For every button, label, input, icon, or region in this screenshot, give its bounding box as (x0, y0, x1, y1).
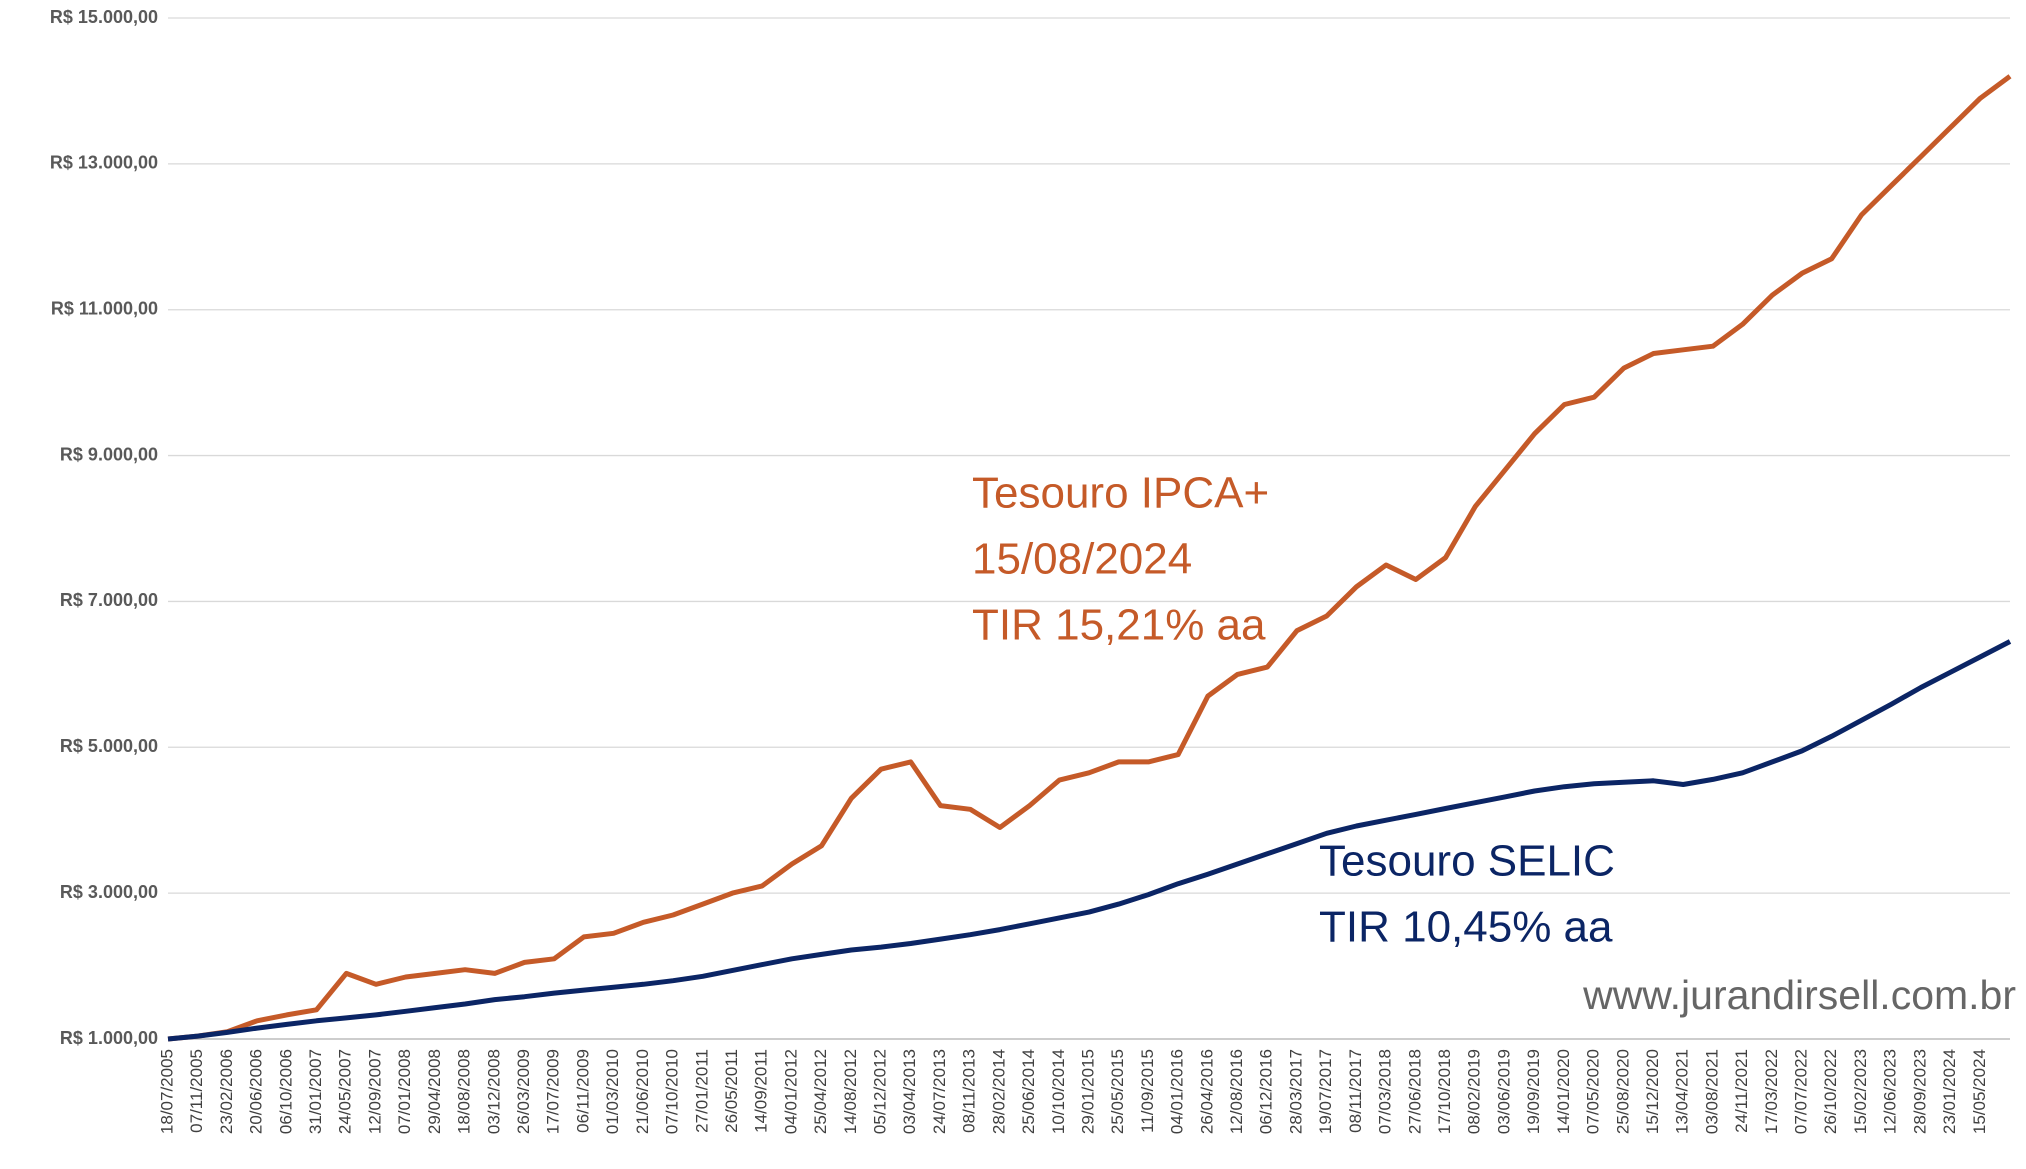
x-tick-label: 29/01/2015 (1078, 1049, 1097, 1134)
annotation: 15/08/2024 (972, 535, 1192, 584)
x-tick-label: 03/06/2019 (1494, 1049, 1513, 1134)
x-tick-label: 04/01/2016 (1168, 1049, 1187, 1134)
x-tick-label: 23/02/2006 (217, 1049, 236, 1134)
x-tick-label: 25/08/2020 (1613, 1049, 1632, 1134)
x-tick-label: 18/08/2008 (455, 1049, 474, 1134)
x-tick-label: 03/08/2021 (1702, 1049, 1721, 1134)
x-tick-label: 26/04/2016 (1197, 1049, 1216, 1134)
x-tick-label: 08/11/2013 (960, 1049, 979, 1133)
x-tick-label: 14/08/2012 (841, 1049, 860, 1134)
annotation: Tesouro SELIC (1319, 837, 1615, 886)
y-tick-label: R$ 13.000,00 (50, 153, 158, 173)
x-tick-label: 04/01/2012 (781, 1049, 800, 1134)
x-tick-label: 26/10/2022 (1821, 1049, 1840, 1134)
x-tick-label: 03/12/2008 (484, 1049, 503, 1134)
x-tick-label: 26/05/2011 (722, 1049, 741, 1133)
x-tick-label: 17/07/2009 (544, 1049, 563, 1134)
x-tick-label: 06/11/2009 (573, 1049, 592, 1133)
x-tick-label: 07/10/2010 (663, 1049, 682, 1134)
x-tick-label: 14/01/2020 (1554, 1049, 1573, 1134)
x-tick-label: 07/03/2018 (1376, 1049, 1395, 1134)
x-tick-label: 05/12/2012 (871, 1049, 890, 1134)
x-tick-label: 19/07/2017 (1316, 1049, 1335, 1134)
x-tick-label: 12/06/2023 (1881, 1049, 1900, 1134)
x-tick-label: 21/06/2010 (633, 1049, 652, 1134)
x-tick-label: 06/12/2016 (1257, 1049, 1276, 1134)
annotation: TIR 10,45% aa (1319, 903, 1613, 952)
y-tick-label: R$ 3.000,00 (60, 882, 158, 902)
y-tick-label: R$ 1.000,00 (60, 1028, 158, 1048)
y-tick-label: R$ 15.000,00 (50, 7, 158, 27)
x-tick-label: 08/02/2019 (1465, 1049, 1484, 1134)
annotation: TIR 15,21% aa (972, 601, 1266, 650)
x-tick-label: 06/10/2006 (276, 1049, 295, 1134)
x-tick-label: 07/05/2020 (1584, 1049, 1603, 1134)
x-tick-label: 07/11/2005 (187, 1049, 206, 1133)
x-tick-label: 17/03/2022 (1762, 1049, 1781, 1134)
x-tick-label: 10/10/2014 (1049, 1049, 1068, 1134)
watermark: www.jurandirsell.com.br (1582, 972, 2016, 1018)
x-tick-label: 28/09/2023 (1910, 1049, 1929, 1134)
x-tick-label: 29/04/2008 (425, 1049, 444, 1134)
x-tick-label: 27/01/2011 (692, 1049, 711, 1133)
x-tick-label: 15/05/2024 (1970, 1049, 1989, 1134)
x-tick-label: 13/04/2021 (1673, 1049, 1692, 1134)
x-tick-label: 25/06/2014 (1019, 1049, 1038, 1134)
x-tick-label: 25/05/2015 (1108, 1049, 1127, 1134)
x-tick-label: 12/08/2016 (1227, 1049, 1246, 1134)
line-series (167, 639, 2012, 1042)
y-tick-label: R$ 5.000,00 (60, 736, 158, 756)
x-tick-label: 24/11/2021 (1732, 1049, 1751, 1133)
x-tick-label: 14/09/2011 (752, 1049, 771, 1133)
line-series (167, 74, 2012, 1042)
x-tick-label: 28/02/2014 (989, 1049, 1008, 1134)
x-tick-label: 07/01/2008 (395, 1049, 414, 1134)
x-tick-label: 24/05/2007 (336, 1049, 355, 1134)
x-tick-label: 18/07/2005 (157, 1049, 176, 1134)
annotation: Tesouro IPCA+ (972, 469, 1269, 518)
x-tick-label: 15/02/2023 (1851, 1049, 1870, 1134)
y-tick-label: R$ 9.000,00 (60, 444, 158, 464)
x-tick-label: 07/07/2022 (1792, 1049, 1811, 1134)
x-tick-label: 11/09/2015 (1138, 1049, 1157, 1133)
x-tick-label: 24/07/2013 (930, 1049, 949, 1134)
y-tick-label: R$ 11.000,00 (51, 298, 158, 318)
x-tick-label: 15/12/2020 (1643, 1049, 1662, 1134)
x-tick-label: 31/01/2007 (306, 1049, 325, 1134)
y-tick-label: R$ 7.000,00 (60, 590, 158, 610)
x-tick-label: 23/01/2024 (1940, 1049, 1959, 1134)
x-tick-label: 03/04/2013 (900, 1049, 919, 1134)
x-tick-label: 17/10/2018 (1435, 1049, 1454, 1134)
x-tick-label: 12/09/2007 (365, 1049, 384, 1134)
x-tick-label: 27/06/2018 (1405, 1049, 1424, 1134)
x-tick-label: 08/11/2017 (1346, 1049, 1365, 1133)
x-tick-label: 01/03/2010 (603, 1049, 622, 1134)
x-tick-label: 20/06/2006 (247, 1049, 266, 1134)
x-tick-label: 28/03/2017 (1286, 1049, 1305, 1134)
x-tick-label: 26/03/2009 (514, 1049, 533, 1134)
x-tick-label: 25/04/2012 (811, 1049, 830, 1134)
x-tick-label: 19/09/2019 (1524, 1049, 1543, 1134)
